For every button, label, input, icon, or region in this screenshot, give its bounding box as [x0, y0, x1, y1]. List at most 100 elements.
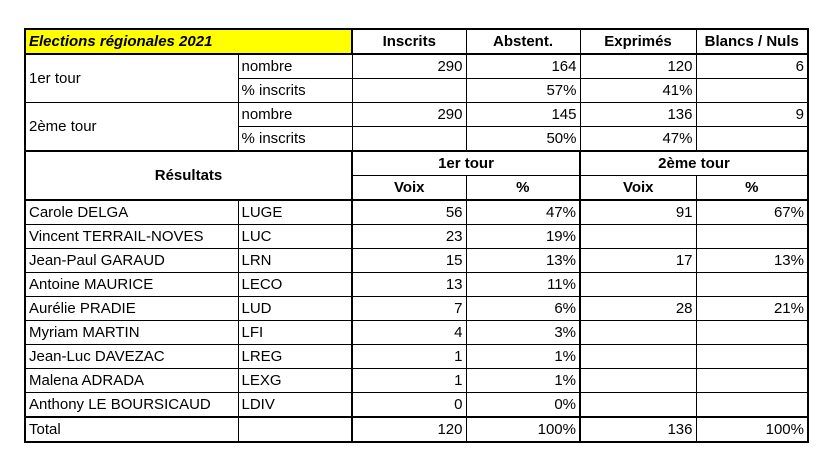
- candidate-voix-2: 28: [579, 296, 697, 321]
- table-row: Carole DELGA LUGE 56 47% 91 67%: [24, 199, 809, 225]
- total-voix-1: 120: [351, 416, 467, 443]
- results-label: Résultats: [24, 150, 353, 201]
- tour1-inscrits: 290: [351, 53, 467, 79]
- candidate-voix-1: 4: [351, 320, 467, 345]
- candidate-voix-2: [579, 272, 697, 297]
- candidate-list: LEXG: [237, 368, 353, 393]
- candidate-name: Anthony LE BOURSICAUD: [24, 392, 239, 418]
- voix-header: Voix: [351, 175, 467, 201]
- candidate-name: Malena ADRADA: [24, 368, 239, 393]
- tour1-exprimes-pct: 41%: [579, 78, 697, 103]
- tour2-inscrits-pct: [351, 126, 467, 152]
- total-row: Total 120 100% 136 100%: [24, 416, 809, 443]
- table-row: Myriam MARTIN LFI 4 3%: [24, 320, 809, 345]
- candidate-name: Jean-Luc DAVEZAC: [24, 344, 239, 369]
- tour2-blancs-pct: [695, 126, 809, 152]
- candidate-pct-2: 67%: [695, 199, 809, 225]
- candidate-list: LUGE: [237, 199, 353, 225]
- table-row: Vincent TERRAIL-NOVES LUC 23 19%: [24, 224, 809, 249]
- tour1-blancs: 6: [695, 53, 809, 79]
- candidate-pct-2: [695, 368, 809, 393]
- tour1-abstent: 164: [465, 53, 581, 79]
- candidate-pct-1: 11%: [465, 272, 581, 297]
- total-pct-2: 100%: [695, 416, 809, 443]
- results-subheader-row: Voix % Voix %: [25, 175, 809, 201]
- table-row: Anthony LE BOURSICAUD LDIV 0 0%: [24, 392, 809, 418]
- tour2-abstent: 145: [465, 102, 581, 127]
- candidate-voix-1: 7: [351, 296, 467, 321]
- candidate-voix-1: 13: [351, 272, 467, 297]
- candidate-pct-1: 47%: [465, 199, 581, 225]
- candidate-pct-2: [695, 320, 809, 345]
- candidate-voix-2: 17: [579, 248, 697, 273]
- candidate-name: Aurélie PRADIE: [24, 296, 239, 321]
- pct-header: %: [465, 175, 581, 201]
- candidate-pct-2: [695, 272, 809, 297]
- row-label: % inscrits: [237, 126, 353, 152]
- candidate-pct-1: 1%: [465, 344, 581, 369]
- tour2-blancs: 9: [695, 102, 809, 127]
- summary-row: 2ème tour nombre 290 145 136 9: [24, 102, 809, 152]
- pct-header: %: [695, 175, 809, 201]
- candidate-voix-2: [579, 320, 697, 345]
- candidate-list: LECO: [237, 272, 353, 297]
- table-title: Elections régionales 2021: [24, 28, 353, 55]
- candidate-pct-1: 0%: [465, 392, 581, 418]
- header-exprimes: Exprimés: [579, 28, 697, 55]
- candidate-pct-2: [695, 344, 809, 369]
- tour1-inscrits-pct: [351, 78, 467, 103]
- candidate-pct-1: 19%: [465, 224, 581, 249]
- header-abstent: Abstent.: [465, 28, 581, 55]
- table-row: Jean-Luc DAVEZAC LREG 1 1%: [24, 344, 809, 369]
- summary-row: % inscrits 50% 47%: [25, 126, 809, 152]
- table-row: Jean-Paul GARAUD LRN 15 13% 17 13%: [24, 248, 809, 273]
- candidate-pct-1: 13%: [465, 248, 581, 273]
- header-blancs: Blancs / Nuls: [695, 28, 809, 55]
- candidate-list: LDIV: [237, 392, 353, 418]
- voix-header: Voix: [579, 175, 697, 201]
- candidate-voix-1: 23: [351, 224, 467, 249]
- table-row: Antoine MAURICE LECO 13 11%: [24, 272, 809, 297]
- candidate-voix-1: 15: [351, 248, 467, 273]
- candidate-pct-2: 21%: [695, 296, 809, 321]
- tour1-label: 1er tour: [24, 53, 239, 103]
- candidate-voix-2: [579, 392, 697, 418]
- results-header-row: Résultats 1er tour 2ème tour: [24, 150, 809, 201]
- tour1-abstent-pct: 57%: [465, 78, 581, 103]
- candidate-voix-1: 56: [351, 199, 467, 225]
- candidate-pct-2: 13%: [695, 248, 809, 273]
- header-row: Elections régionales 2021 Inscrits Abste…: [24, 28, 809, 55]
- tour2-inscrits: 290: [351, 102, 467, 127]
- candidate-name: Antoine MAURICE: [24, 272, 239, 297]
- candidate-list: LFI: [237, 320, 353, 345]
- candidate-voix-2: 91: [579, 199, 697, 225]
- candidate-voix-1: 1: [351, 344, 467, 369]
- results-table: Elections régionales 2021 Inscrits Abste…: [24, 28, 809, 443]
- candidate-name: Carole DELGA: [24, 199, 239, 225]
- results-tour1-header: 1er tour: [351, 150, 581, 176]
- tour2-exprimes: 136: [579, 102, 697, 127]
- row-label: nombre: [237, 53, 353, 79]
- tour2-label: 2ème tour: [24, 102, 239, 152]
- row-label: % inscrits: [237, 78, 353, 103]
- candidate-voix-1: 0: [351, 392, 467, 418]
- candidate-voix-2: [579, 224, 697, 249]
- header-inscrits: Inscrits: [351, 28, 467, 55]
- tour1-blancs-pct: [695, 78, 809, 103]
- tour2-abstent-pct: 50%: [465, 126, 581, 152]
- candidate-pct-1: 3%: [465, 320, 581, 345]
- candidate-list: LRN: [237, 248, 353, 273]
- candidate-list: LREG: [237, 344, 353, 369]
- total-label: Total: [24, 416, 239, 443]
- total-list: [237, 416, 353, 443]
- row-label: nombre: [237, 102, 353, 127]
- candidate-pct-2: [695, 392, 809, 418]
- candidate-voix-2: [579, 368, 697, 393]
- results-tour2-header: 2ème tour: [579, 150, 809, 176]
- summary-row: 1er tour nombre 290 164 120 6: [24, 53, 809, 103]
- candidate-voix-1: 1: [351, 368, 467, 393]
- table-row: Aurélie PRADIE LUD 7 6% 28 21%: [24, 296, 809, 321]
- candidate-voix-2: [579, 344, 697, 369]
- tour1-exprimes: 120: [579, 53, 697, 79]
- candidate-list: LUD: [237, 296, 353, 321]
